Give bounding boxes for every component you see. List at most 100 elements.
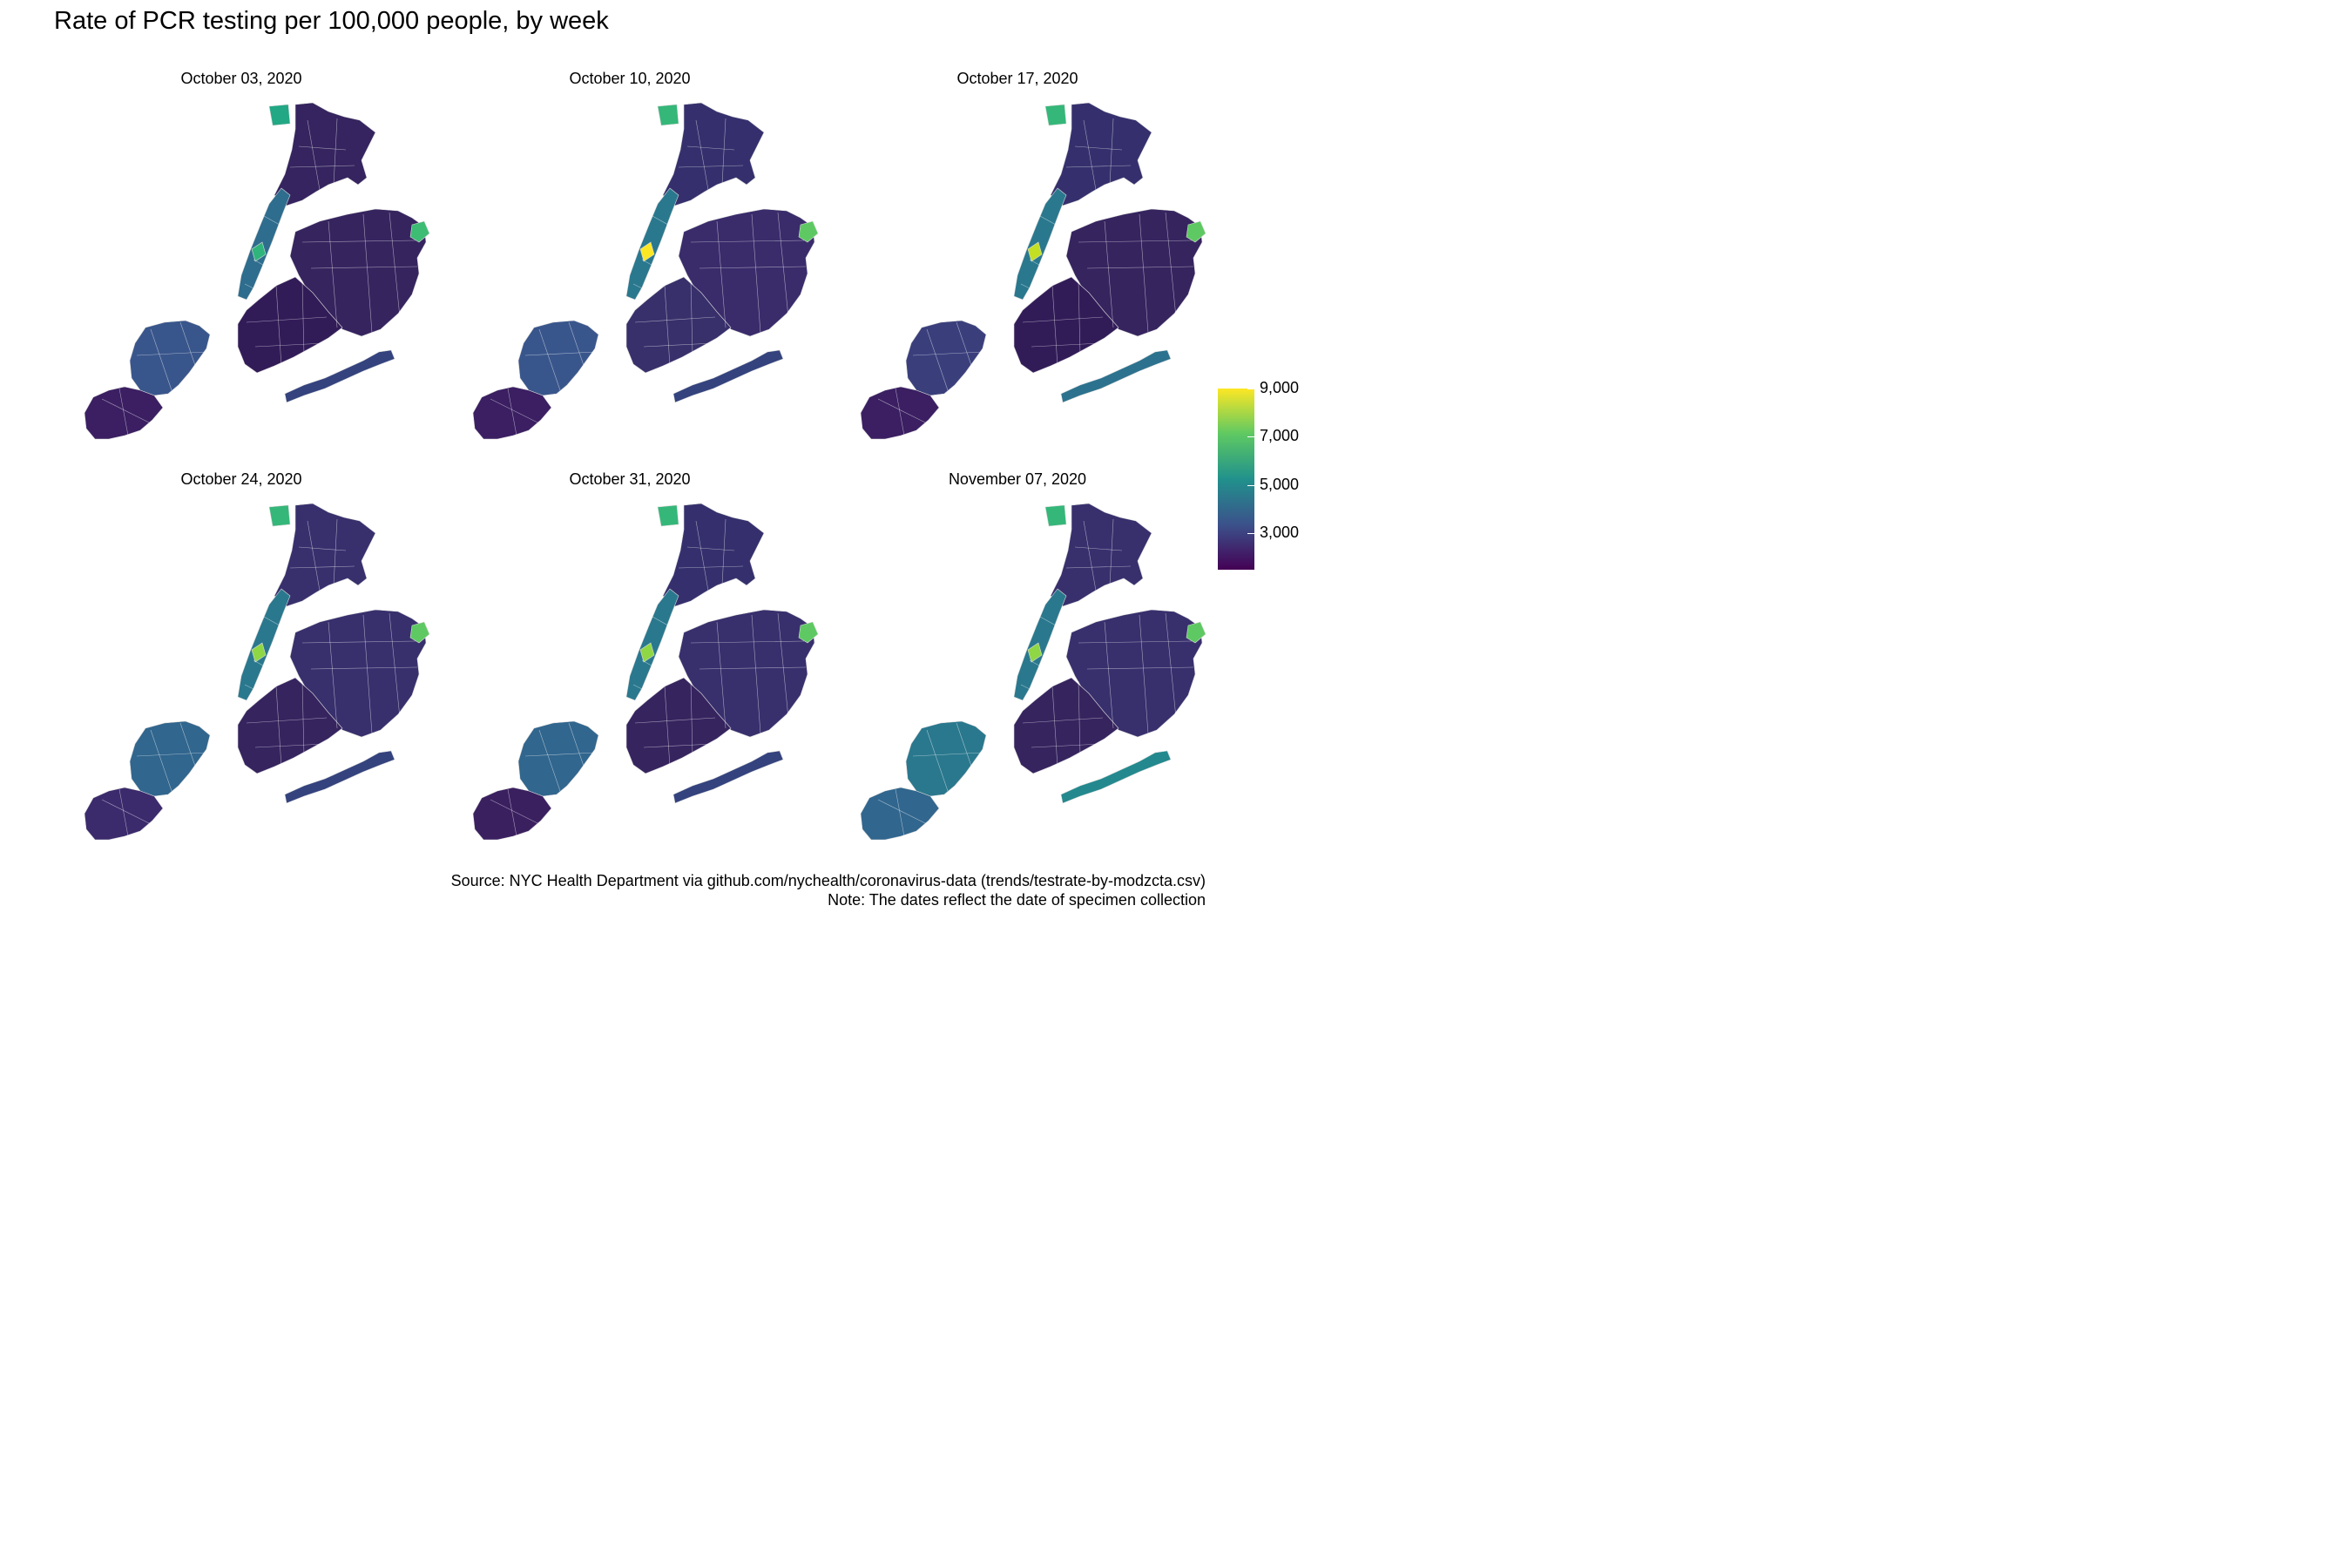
region-manhattan — [625, 588, 679, 701]
zip-boundary — [275, 285, 282, 367]
nyc-choropleth-map — [472, 102, 819, 440]
zip-boundary — [877, 799, 931, 827]
zip-boundary — [716, 220, 727, 328]
zip-boundary — [664, 686, 671, 767]
zip-boundary — [101, 799, 155, 827]
zip-boundary — [253, 659, 270, 670]
zip-boundary — [1065, 565, 1132, 569]
zip-boundary — [641, 259, 659, 269]
region-bronx — [1050, 503, 1152, 607]
region-highlight-b — [1044, 504, 1067, 527]
zip-boundary — [490, 398, 544, 426]
region-rockaway — [672, 750, 784, 804]
region-statenisland — [517, 720, 599, 797]
legend-colorbar — [1218, 389, 1254, 570]
region-statenisland — [129, 320, 211, 396]
zip-boundary — [1051, 285, 1058, 367]
zip-boundary — [652, 616, 669, 626]
zip-boundary — [634, 316, 716, 323]
zip-boundary — [1029, 659, 1046, 670]
legend-tick-mark — [1247, 484, 1254, 486]
zip-boundary — [1083, 520, 1097, 591]
zip-boundary — [956, 722, 975, 774]
zip-boundary — [652, 215, 669, 226]
zip-boundary — [1022, 316, 1104, 323]
zip-boundary — [912, 351, 983, 356]
region-manhattan — [237, 187, 291, 301]
panel-title: November 07, 2020 — [948, 470, 1087, 488]
zip-boundary — [664, 285, 671, 367]
source-note: Source: NYC Health Department via github… — [451, 871, 1206, 909]
zip-boundary — [524, 752, 596, 757]
nyc-choropleth-map — [84, 503, 430, 841]
zip-boundary — [301, 680, 305, 757]
region-brooklyn — [625, 677, 732, 774]
region-manhattan — [625, 187, 679, 301]
zip-boundary — [490, 799, 544, 827]
zip-boundary — [150, 328, 172, 391]
zip-boundary — [289, 165, 355, 168]
zip-boundary — [1074, 145, 1123, 151]
zip-boundary — [1078, 680, 1081, 757]
zip-boundary — [179, 321, 199, 374]
panel-title: October 24, 2020 — [180, 470, 302, 488]
zip-boundary — [568, 722, 587, 774]
legend-tick-label: 5,000 — [1260, 475, 1300, 493]
zip-boundary — [678, 565, 744, 569]
nyc-choropleth-map — [860, 102, 1206, 440]
panel-title: October 10, 2020 — [569, 70, 691, 87]
zip-boundary — [1078, 640, 1193, 644]
zip-boundary — [568, 321, 587, 374]
color-legend: 9,000 7,000 5,000 3,000 — [1218, 379, 1322, 571]
region-highlight-c — [798, 220, 819, 243]
zip-boundary — [1065, 165, 1132, 168]
zip-boundary — [632, 283, 648, 292]
zip-boundary — [389, 612, 401, 719]
zip-boundary — [310, 666, 418, 670]
zip-boundary — [721, 118, 727, 186]
zip-boundary — [1039, 616, 1057, 626]
region-statenisland — [905, 320, 987, 396]
zip-boundary — [956, 321, 975, 374]
zip-boundary — [307, 119, 321, 191]
zip-boundary — [362, 614, 373, 734]
facet-panel: October 17, 2020 — [826, 70, 1209, 444]
zip-boundary — [333, 518, 338, 586]
zip-boundary — [926, 328, 949, 391]
region-statenisland — [905, 720, 987, 797]
facet-panel: November 07, 2020 — [826, 470, 1209, 845]
zip-boundary — [298, 145, 347, 151]
region-highlight-a — [251, 241, 267, 262]
zip-boundary — [150, 729, 172, 792]
region-rockaway — [284, 349, 395, 403]
zip-boundary — [686, 145, 735, 151]
zip-boundary — [643, 342, 714, 348]
zip-boundary — [1078, 280, 1081, 356]
zip-boundary — [244, 684, 260, 693]
region-rockaway — [1060, 750, 1172, 804]
zip-boundary — [275, 686, 282, 767]
zip-boundary — [1031, 743, 1102, 748]
zip-boundary — [246, 717, 328, 724]
zip-boundary — [1020, 283, 1036, 292]
region-manhattan — [237, 588, 291, 701]
zip-boundary — [136, 351, 207, 356]
zip-boundary — [118, 788, 129, 837]
zip-boundary — [1029, 259, 1046, 269]
region-brooklyn — [625, 276, 732, 374]
zip-boundary — [1078, 240, 1193, 243]
panel-title: October 17, 2020 — [956, 70, 1078, 87]
legend-tick-mark — [1247, 436, 1254, 438]
panel-title: October 03, 2020 — [180, 70, 302, 87]
legend-tick-label: 9,000 — [1260, 379, 1300, 396]
region-highlight-c — [1186, 621, 1206, 644]
region-brooklyn — [237, 677, 343, 774]
region-highlight-a — [639, 241, 655, 262]
region-rockaway — [284, 750, 395, 804]
zip-boundary — [643, 743, 714, 748]
zip-boundary — [1139, 213, 1149, 334]
region-highlight-c — [798, 621, 819, 644]
zip-boundary — [244, 283, 260, 292]
zip-boundary — [307, 520, 321, 591]
zip-boundary — [1051, 686, 1058, 767]
